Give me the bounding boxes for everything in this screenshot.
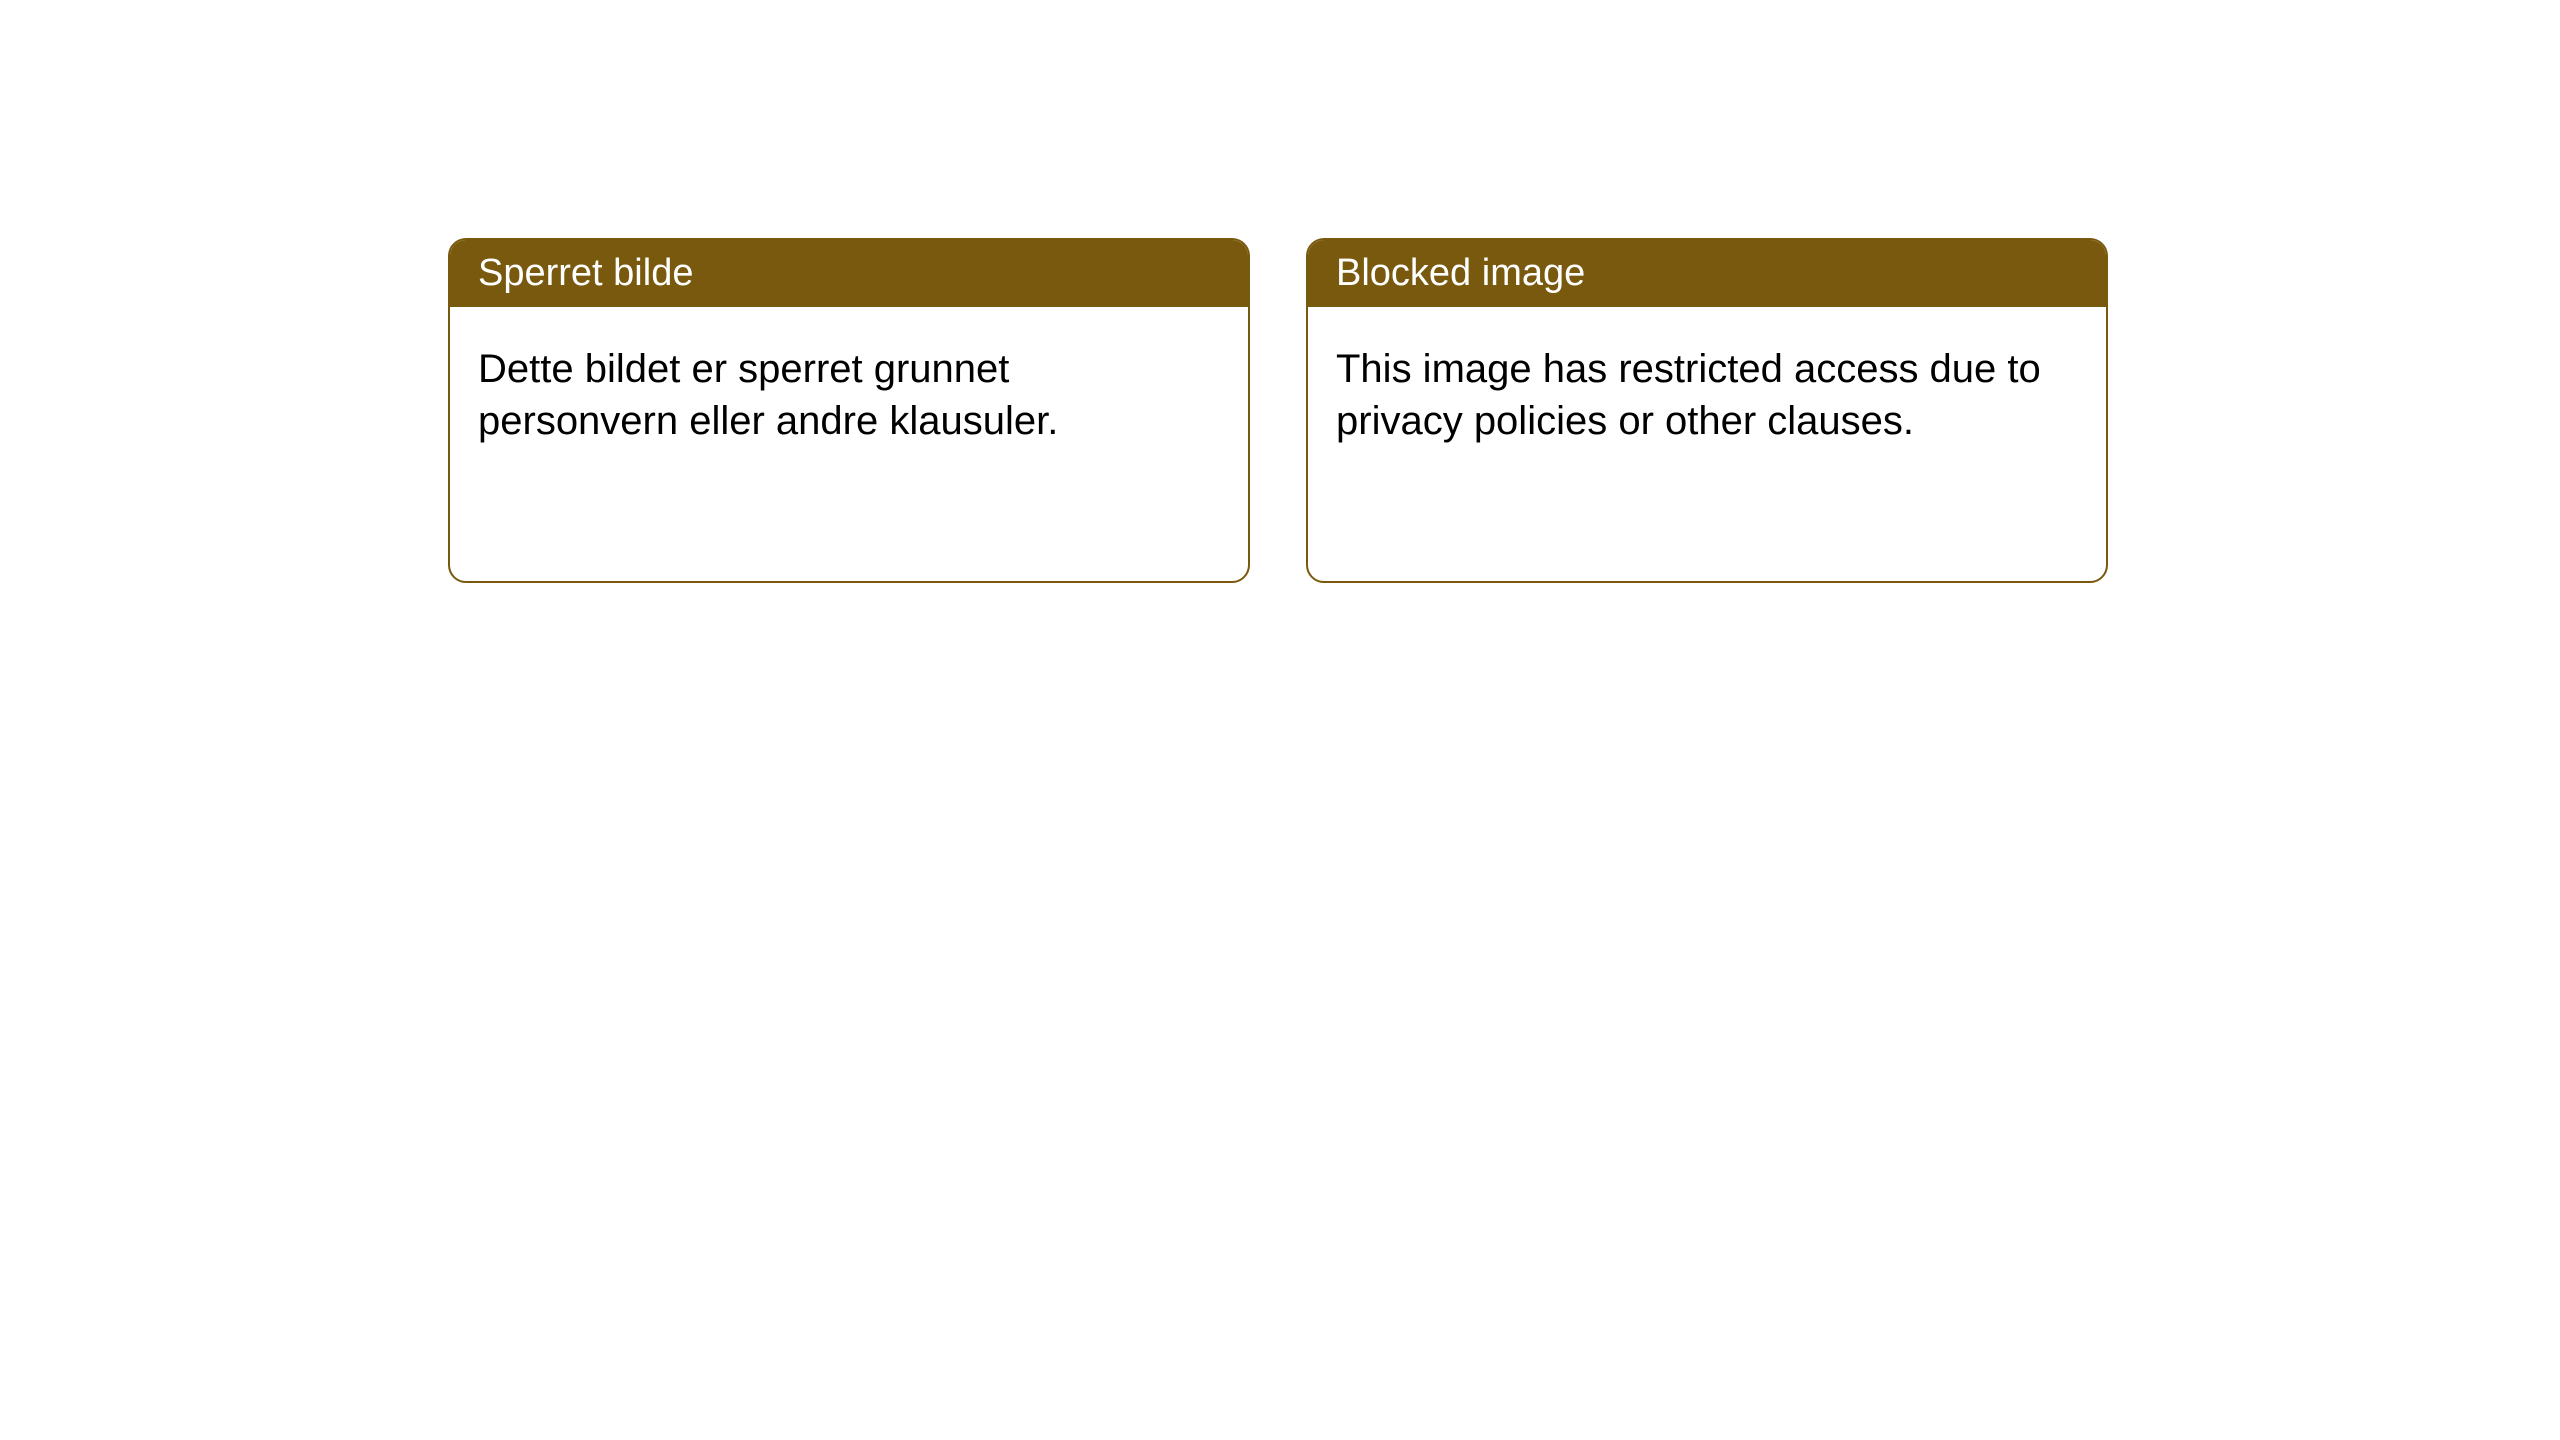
- notice-body-text: Dette bildet er sperret grunnet personve…: [478, 347, 1058, 443]
- notice-title: Sperret bilde: [478, 252, 693, 294]
- notice-header: Blocked image: [1308, 240, 2106, 307]
- notice-card-english: Blocked image This image has restricted …: [1306, 238, 2108, 583]
- notice-body: This image has restricted access due to …: [1308, 307, 2106, 581]
- notice-title: Blocked image: [1336, 252, 1585, 294]
- notice-body-text: This image has restricted access due to …: [1336, 347, 2041, 443]
- notice-header: Sperret bilde: [450, 240, 1248, 307]
- notice-container: Sperret bilde Dette bildet er sperret gr…: [0, 0, 2560, 583]
- notice-body: Dette bildet er sperret grunnet personve…: [450, 307, 1248, 581]
- notice-card-norwegian: Sperret bilde Dette bildet er sperret gr…: [448, 238, 1250, 583]
